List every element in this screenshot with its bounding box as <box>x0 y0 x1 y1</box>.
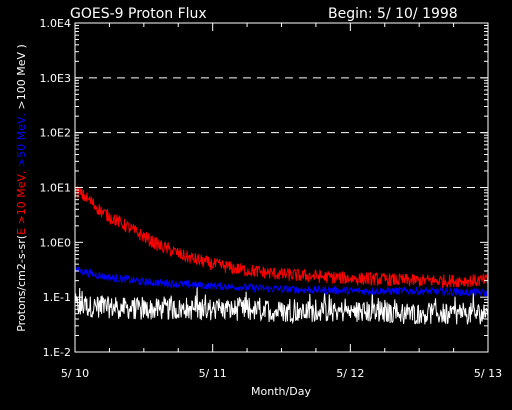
y-tick-label: 1.0E3 <box>40 72 71 85</box>
y-axis-label: Protons/cm2-s-sr(E >10 MeV, >50 MeV, >10… <box>15 44 28 332</box>
series-group <box>74 185 489 325</box>
grid-lines <box>75 22 488 188</box>
y-axis-label-part: E >10 MeV, <box>15 170 28 234</box>
series-line <box>74 286 489 325</box>
chart-title: GOES-9 Proton Flux <box>70 6 207 22</box>
x-tick-label: 5/ 13 <box>474 367 502 380</box>
y-tick-label: 1.0E0 <box>40 236 71 249</box>
series-line <box>74 266 489 298</box>
series-line <box>74 185 489 289</box>
y-tick-label: 1.0E2 <box>40 127 71 140</box>
x-tick-label: 5/ 12 <box>336 367 364 380</box>
y-tick-label: 1.0E4 <box>40 17 71 30</box>
chart-subtitle: Begin: 5/ 10/ 1998 <box>328 6 458 22</box>
y-tick-label: 1.E-2 <box>43 346 71 359</box>
y-axis-label-part: Protons/cm2-s-sr( <box>15 235 28 332</box>
x-axis-label: Month/Day <box>251 385 311 398</box>
axes: 1.0E4 1.0E3 1.0E2 1.0E1 1.0E0 1.E-1 1.E-2 5/ 10… <box>40 17 503 380</box>
x-tick-label: 5/ 11 <box>199 367 227 380</box>
y-tick-label: 1.E-1 <box>43 291 71 304</box>
y-axis-label-part: >100 MeV ) <box>15 44 28 113</box>
x-tick-label: 5/ 10 <box>61 367 89 380</box>
y-axis-label-part: >50 MeV, <box>15 113 28 171</box>
y-tick-label: 1.0E1 <box>40 182 71 195</box>
